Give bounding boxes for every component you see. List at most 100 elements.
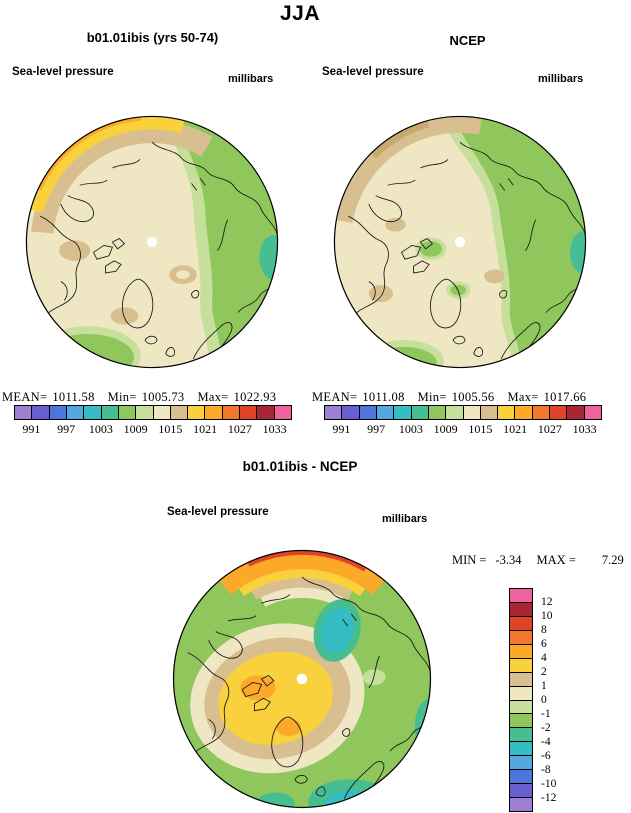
map-border	[172, 549, 432, 809]
colorbar-tick-label: -1	[541, 708, 551, 720]
colorbar-segment	[514, 406, 532, 419]
map-diff	[172, 549, 432, 809]
colorbar-tick-label: -10	[541, 778, 557, 790]
colorbar-segment	[583, 406, 601, 419]
max-label: Max=	[507, 390, 539, 404]
colorbar-tick-label: 12	[541, 596, 553, 608]
low-pressure-patch	[570, 231, 586, 273]
colorbar-tick-label: 10	[541, 610, 553, 622]
max-value: 1017.66	[543, 390, 587, 404]
colorbar-segment	[221, 406, 240, 419]
colorbar-segment	[273, 406, 291, 419]
colorbar-segment	[256, 406, 274, 419]
colorbar-segment	[510, 601, 532, 616]
colorbar-segment	[510, 671, 532, 686]
mean-label: MEAN=	[2, 390, 48, 404]
colorbar-segment	[83, 406, 101, 419]
colorbar-segment	[510, 727, 532, 742]
min-value: 1005.73	[141, 390, 185, 404]
stats-ncep: MEAN= 1011.08 Min= 1005.56 Max= 1017.66	[312, 390, 599, 405]
colorbar-segment	[510, 589, 532, 602]
colorbar-segment	[510, 699, 532, 714]
colorbar-segment	[566, 406, 584, 419]
colorbar-segment	[510, 685, 532, 700]
colorbar-segment	[65, 406, 84, 419]
colorbar-segment	[48, 406, 66, 419]
colorbar-segment	[204, 406, 222, 419]
colorbar-ticks-model: 991 997 1003 1009 1015 1021 1027 1033	[14, 422, 292, 437]
colorbar-segment	[549, 406, 567, 419]
colorbar-model	[14, 405, 292, 420]
figure-title: JJA	[279, 2, 321, 25]
colorbar-tick-label: 997	[57, 422, 76, 436]
colorbar-segment	[187, 406, 205, 419]
colorbar-segment	[152, 406, 170, 419]
colorbar-tick-label: 8	[541, 624, 547, 636]
colorbar-segment	[410, 406, 428, 419]
colorbar-tick-label: 1021	[193, 422, 218, 436]
colorbar-tick-label: 4	[541, 652, 547, 664]
max-value: 7.29	[601, 553, 624, 567]
colorbar-segment	[510, 755, 532, 770]
colorbar-tick-label: 1015	[158, 422, 183, 436]
min-label: Min=	[417, 390, 447, 404]
max-value: 1022.93	[233, 390, 277, 404]
colorbar-segment	[510, 643, 532, 658]
colorbar-tick-label: 1033	[262, 422, 287, 436]
map-model	[25, 115, 279, 369]
colorbar-tick-label: 0	[541, 694, 547, 706]
panel-title-ncep: NCEP	[449, 33, 486, 48]
colorbar-tick-label: 1009	[123, 422, 148, 436]
map-border	[25, 115, 279, 369]
colorbar-segment	[427, 406, 446, 419]
colorbar-segment	[135, 406, 153, 419]
map-border	[333, 115, 587, 369]
colorbar-tick-label: 6	[541, 638, 547, 650]
colorbar-ticks-diff: 12 10 8 6 4 2 1 0 -1 -2 -4 -6 -8 -10 -12	[541, 588, 575, 812]
colorbar-tick-label: 1021	[503, 422, 528, 436]
colorbar-segment	[510, 713, 532, 728]
colorbar-segment	[510, 629, 532, 644]
colorbar-tick-label: 1003	[398, 422, 423, 436]
colorbar-tick-label: -12	[541, 792, 557, 804]
colorbar-tick-label: -6	[541, 750, 551, 762]
colorbar-tick-label: 1003	[88, 422, 113, 436]
units-label-ncep: millibars	[538, 73, 584, 85]
colorbar-segment	[239, 406, 257, 419]
min-label: Min=	[107, 390, 137, 404]
colorbar-ncep	[324, 405, 602, 420]
colorbar-segment	[445, 406, 463, 419]
mean-value: 1011.08	[362, 390, 405, 404]
colorbar-segment	[462, 406, 480, 419]
map-ncep	[333, 115, 587, 369]
colorbar-segment	[531, 406, 550, 419]
units-label-diff: millibars	[382, 513, 428, 525]
colorbar-segment	[341, 406, 359, 419]
pole-dot	[454, 236, 466, 248]
colorbar-segment	[510, 657, 532, 672]
colorbar-diff	[509, 588, 533, 812]
colorbar-segment	[325, 406, 342, 419]
min-label: MIN =	[452, 553, 487, 567]
max-label: Max=	[197, 390, 229, 404]
panel-title-model: b01.01ibis (yrs 50-74)	[86, 30, 219, 45]
colorbar-segment	[510, 783, 532, 798]
colorbar-tick-label: -8	[541, 764, 551, 776]
mean-label: MEAN=	[312, 390, 358, 404]
colorbar-segment	[497, 406, 515, 419]
colorbar-segment	[510, 797, 532, 811]
negative-anomaly-region	[320, 607, 354, 654]
colorbar-segment	[358, 406, 376, 419]
colorbar-tick-label: 2	[541, 666, 547, 678]
colorbar-tick-label: 991	[22, 422, 41, 436]
stats-model: MEAN= 1011.58 Min= 1005.73 Max= 1022.93	[2, 390, 289, 405]
colorbar-tick-label: -4	[541, 736, 551, 748]
colorbar-tick-label: 1033	[572, 422, 597, 436]
colorbar-segment	[100, 406, 118, 419]
colorbar-segment	[510, 615, 532, 630]
field-label-ncep: Sea-level pressure	[322, 66, 424, 78]
colorbar-segment	[117, 406, 136, 419]
colorbar-segment	[393, 406, 411, 419]
colorbar-segment	[510, 741, 532, 756]
